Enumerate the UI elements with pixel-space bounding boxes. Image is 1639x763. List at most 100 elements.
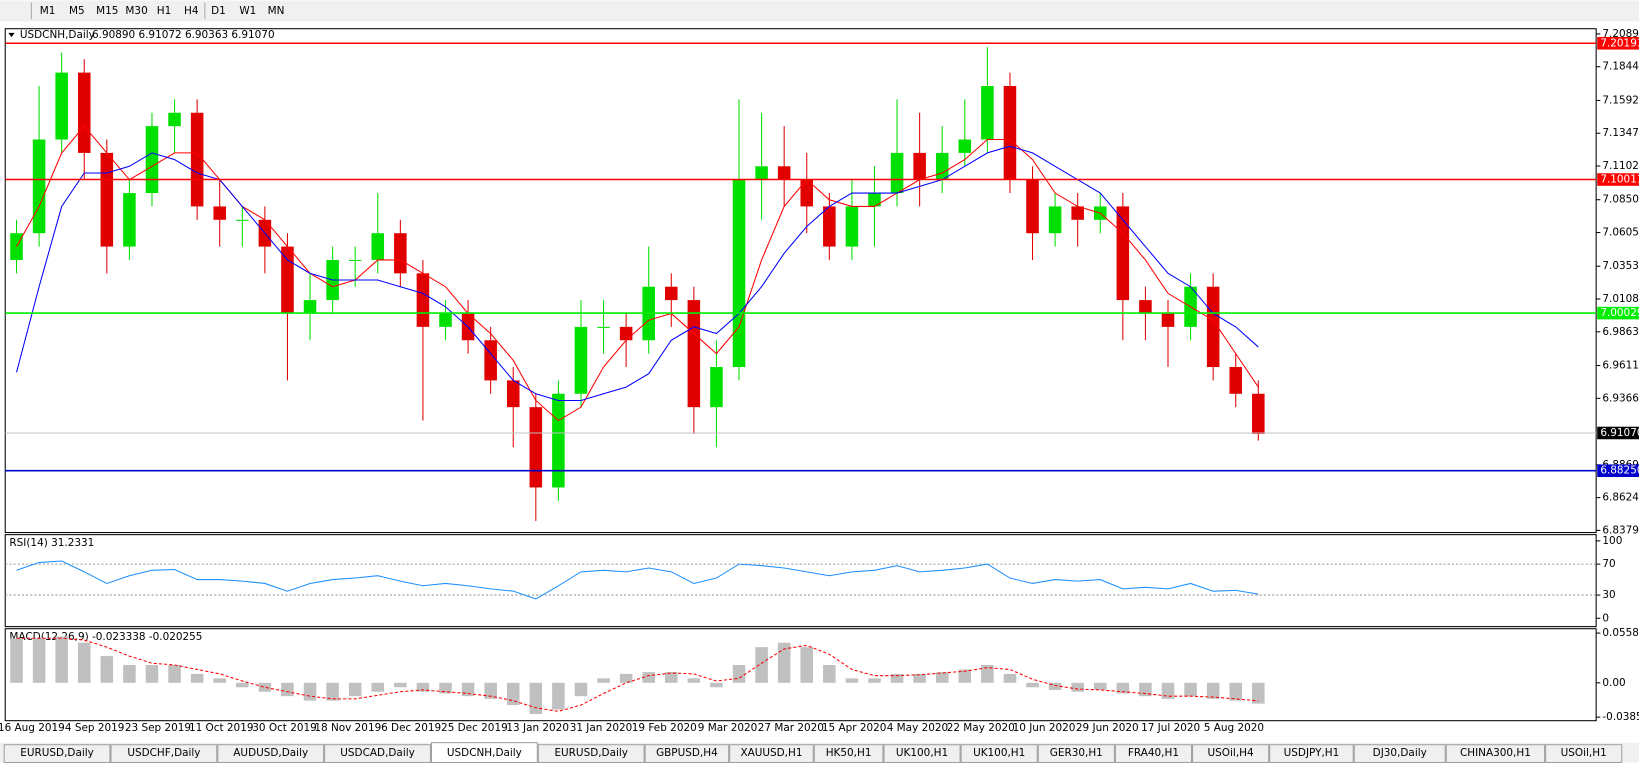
macd-bar: [190, 673, 204, 683]
y-tick-label: 0: [1602, 612, 1609, 624]
timeframe-button[interactable]: M1: [40, 5, 56, 17]
chart-tab-label[interactable]: HK50,H1: [826, 747, 872, 759]
timeframe-button[interactable]: D1: [211, 5, 226, 17]
chart-tab-label[interactable]: AUDUSD,Daily: [233, 747, 308, 759]
chart-tab-label[interactable]: USDCHF,Daily: [127, 747, 200, 759]
x-tick-label: 31 Jan 2020: [570, 722, 633, 734]
signal-line: [16, 637, 1259, 712]
x-tick-label: 29 Jun 2020: [1076, 722, 1139, 734]
candle-body: [213, 206, 226, 220]
macd-bar: [868, 678, 881, 683]
macd-bar: [10, 638, 23, 683]
y-tick-label: 7.13470: [1602, 127, 1639, 139]
macd-bar: [710, 682, 723, 688]
x-tick-label: 19 Feb 2020: [632, 722, 697, 734]
candle-body: [123, 193, 136, 247]
symbol-title: USDCNH,Daily: [20, 29, 95, 41]
candle-body: [1026, 179, 1039, 234]
x-tick-label: 17 Jul 2020: [1141, 722, 1200, 734]
macd-bar: [574, 682, 588, 697]
y-tick-label: 7.20890: [1602, 28, 1639, 40]
y-tick-label: 7.06050: [1602, 227, 1639, 239]
macd-bar: [755, 647, 768, 683]
macd-bar: [958, 669, 972, 683]
x-tick-label: 30 Oct 2019: [252, 722, 317, 734]
timeframe-button[interactable]: M5: [69, 5, 85, 17]
chart-tab-label[interactable]: UK100,H1: [973, 747, 1025, 759]
macd-bar: [281, 682, 294, 697]
x-tick-label: 22 May 2020: [947, 722, 1015, 734]
candle-body: [958, 139, 972, 153]
chart-tab-label[interactable]: USDCAD,Daily: [340, 747, 415, 759]
macd-bar: [981, 664, 994, 683]
chart-tab-label[interactable]: EURUSD,Daily: [20, 747, 94, 759]
candle-body: [1003, 85, 1017, 180]
x-tick-label: 10 Jun 2020: [1013, 722, 1076, 734]
candle-body: [371, 233, 385, 260]
macd-bar: [1139, 682, 1152, 697]
chart-tab-label[interactable]: USOil,H4: [1208, 747, 1254, 759]
chart-tab-label[interactable]: FRA40,H1: [1128, 747, 1179, 759]
chart-tab-label[interactable]: XAUUSD,H1: [740, 747, 802, 759]
candle-body: [732, 179, 746, 368]
x-tick-label: 4 Sep 2019: [65, 722, 125, 734]
x-tick-label: 5 Aug 2020: [1204, 722, 1264, 734]
main-panel: [4, 28, 1597, 534]
candle-body: [303, 300, 317, 314]
x-tick-label: 9 Mar 2020: [698, 722, 758, 734]
macd-bar: [1229, 682, 1243, 701]
x-tick-label: 11 Oct 2019: [189, 722, 254, 734]
timeframe-button[interactable]: M15: [96, 5, 118, 17]
chart-tab-label[interactable]: EURUSD,Daily: [554, 747, 628, 759]
macd-bar: [777, 642, 791, 683]
x-tick-label: 4 May 2020: [887, 722, 948, 734]
macd-bar: [552, 682, 565, 710]
y-tick-label: 7.08500: [1602, 194, 1639, 206]
candle-body: [439, 313, 452, 327]
chart-tab-label[interactable]: USDJPY,H1: [1284, 747, 1340, 759]
macd-bar: [258, 682, 272, 692]
chart-tab-label[interactable]: GER30,H1: [1050, 747, 1103, 759]
candle-body: [710, 367, 723, 408]
candle-body: [935, 152, 949, 180]
y-tick-label: 7.11020: [1602, 160, 1639, 172]
chart-tab-label[interactable]: USOil,H1: [1561, 747, 1607, 759]
y-tick-label: 70: [1602, 558, 1615, 570]
timeframe-button[interactable]: W1: [239, 5, 256, 17]
macd-bar: [32, 638, 46, 683]
price-level-label: 7.10011: [1600, 174, 1639, 186]
chart-tab-label[interactable]: UK100,H1: [896, 747, 948, 759]
candle-body: [1206, 286, 1220, 368]
macd-bar: [732, 664, 746, 683]
candle-body: [845, 206, 859, 247]
timeframe-button[interactable]: MN: [268, 5, 285, 17]
timeframe-button[interactable]: M30: [125, 5, 147, 17]
candle-body: [1139, 300, 1152, 314]
x-tick-label: 16 Aug 2019: [0, 722, 65, 734]
chart-tab-label[interactable]: DJ30,Daily: [1373, 747, 1427, 759]
y-tick-label: 100: [1602, 535, 1622, 547]
candle-body: [665, 286, 678, 301]
macd-bar: [597, 678, 610, 683]
price-level-tag: [1597, 306, 1639, 320]
macd-bar: [484, 682, 497, 699]
candle-body: [619, 326, 633, 341]
timeframe-button[interactable]: H4: [184, 5, 199, 17]
chart-tab-label[interactable]: GBPUSD,H4: [656, 747, 718, 759]
candle-body: [687, 300, 701, 408]
rsi-panel: [4, 534, 1597, 628]
x-tick-label: 27 Mar 2020: [758, 722, 824, 734]
timeframe-button[interactable]: H1: [157, 5, 171, 17]
chart-tab-label[interactable]: USDCNH,Daily: [447, 747, 522, 759]
candle-body: [913, 152, 926, 180]
chart-tab-label[interactable]: CHINA300,H1: [1460, 747, 1531, 759]
macd-bar: [1003, 673, 1017, 683]
x-tick-label: 25 Dec 2019: [441, 722, 508, 734]
macd-bar: [1184, 682, 1197, 697]
x-tick-label: 18 Nov 2019: [314, 722, 381, 734]
candle-body: [800, 179, 814, 207]
macd-bar: [1252, 682, 1265, 704]
